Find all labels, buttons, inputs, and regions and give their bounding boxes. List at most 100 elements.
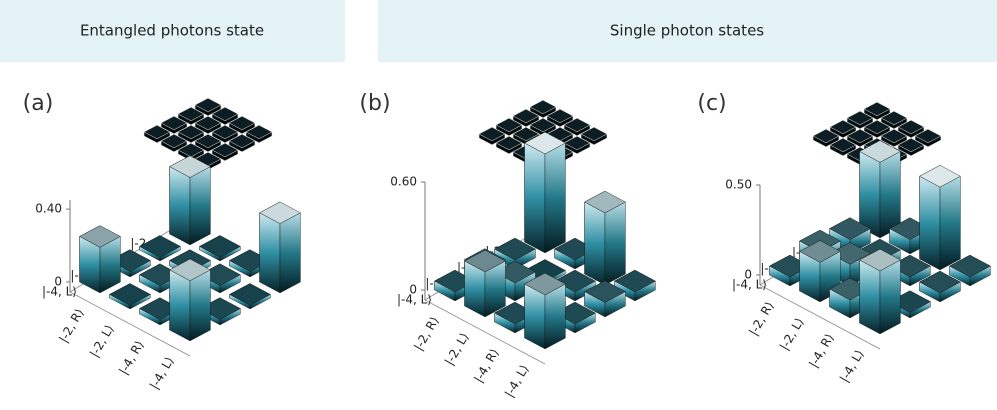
imag-tile <box>228 133 256 153</box>
tile-top <box>829 119 857 135</box>
panel-label: (a) <box>23 91 54 116</box>
imag-tile <box>846 110 874 130</box>
bar-right-face <box>604 201 626 286</box>
z-tick-label: 0.50 <box>725 178 752 192</box>
bar-right-face <box>939 175 961 271</box>
tile-top <box>863 101 891 117</box>
tile-top <box>177 124 205 140</box>
bar-top <box>584 280 626 303</box>
bar-right-face <box>189 269 211 342</box>
imag-tile <box>829 137 857 157</box>
z-tick-label: 0 <box>54 275 62 289</box>
bar <box>524 272 566 350</box>
bar <box>199 235 241 262</box>
tile-top <box>143 124 171 140</box>
tile-top <box>478 126 506 142</box>
panel: (c)00.50|-2, R⟩|-2, L⟩|-4, R⟩|-4, L⟩|-2,… <box>697 91 991 385</box>
imag-tile <box>143 124 171 144</box>
bar-right-face <box>189 166 211 246</box>
bar-top <box>109 283 151 306</box>
tile-top <box>211 124 239 140</box>
imag-tile <box>563 117 591 137</box>
tile-top <box>863 119 891 135</box>
column-label: |-4, L⟩ <box>837 347 867 384</box>
tile-top <box>512 108 540 124</box>
bar-top <box>169 155 211 178</box>
header-box <box>378 0 997 62</box>
bar-top <box>139 235 181 258</box>
bar <box>949 254 991 287</box>
panel-label: (c) <box>697 91 726 116</box>
bar-top <box>524 131 566 155</box>
bar-right-face <box>544 142 566 254</box>
tile-top <box>880 128 908 144</box>
header-box <box>0 0 345 62</box>
bar-top <box>614 269 656 293</box>
imag-tile <box>495 135 523 155</box>
column-label: |-2, R⟩ <box>411 314 441 353</box>
imag-tile <box>478 126 506 146</box>
bar-front-face <box>919 175 941 271</box>
column-label: |-4, L⟩ <box>147 354 177 391</box>
tile-top <box>495 135 523 151</box>
imag-tile <box>529 99 557 119</box>
imag-tile <box>228 115 256 135</box>
header-title: Entangled photons state <box>80 22 264 40</box>
tile-top <box>194 115 222 131</box>
tile-top <box>580 126 608 142</box>
row-label: |-4, L⟩ <box>732 278 767 292</box>
imag-tile <box>863 101 891 121</box>
bar-top <box>919 270 961 294</box>
imag-tile <box>880 128 908 148</box>
tile-top <box>495 117 523 133</box>
column-label: |-2, L⟩ <box>87 322 117 359</box>
tile-top <box>880 110 908 126</box>
bar-front-face <box>584 201 606 286</box>
bar-top <box>554 269 596 293</box>
imag-tile <box>211 124 239 144</box>
bar-top <box>524 272 566 296</box>
header-title: Single photon states <box>610 22 764 40</box>
tile-top <box>897 119 925 135</box>
tile-top <box>177 106 205 122</box>
tile-top <box>194 133 222 149</box>
bar-top <box>584 190 626 214</box>
imag-tile <box>897 137 925 157</box>
imag-tile <box>914 128 942 148</box>
bar <box>139 235 181 262</box>
bar-top <box>199 235 241 258</box>
bar <box>464 249 506 318</box>
column-label: |-4, R⟩ <box>116 338 146 377</box>
panel: (b)00.60|-2, R⟩|-2, L⟩|-4, R⟩|-4, L⟩|-2,… <box>359 91 656 400</box>
imag-tile <box>495 117 523 137</box>
bar <box>229 283 271 310</box>
bar <box>919 270 961 303</box>
tile-top <box>211 142 239 158</box>
bar-top <box>79 225 121 248</box>
tile-top <box>846 110 874 126</box>
bar <box>859 248 901 335</box>
bar-top <box>169 258 211 281</box>
imag-tile <box>160 115 188 135</box>
imag-tile <box>177 106 205 126</box>
tile-top <box>245 124 273 140</box>
z-tick-label: 0 <box>744 268 752 282</box>
bar-front-face <box>524 142 546 254</box>
bar <box>169 155 211 246</box>
tile-top <box>529 117 557 133</box>
tile-top <box>846 128 874 144</box>
tile-top <box>160 133 188 149</box>
column-label: |-2, R⟩ <box>56 306 86 345</box>
z-tick-label: 0 <box>409 283 417 297</box>
imag-tile <box>211 142 239 162</box>
imag-tile <box>812 128 840 148</box>
imag-tile <box>211 106 239 126</box>
imag-tile <box>194 133 222 153</box>
imag-tile <box>880 110 908 130</box>
bar <box>859 140 901 239</box>
row-label: |-4, L⟩ <box>397 293 432 307</box>
tile-top <box>897 137 925 153</box>
column-label: |-2, R⟩ <box>746 299 776 338</box>
bar-top <box>494 237 536 261</box>
bar <box>259 201 301 294</box>
